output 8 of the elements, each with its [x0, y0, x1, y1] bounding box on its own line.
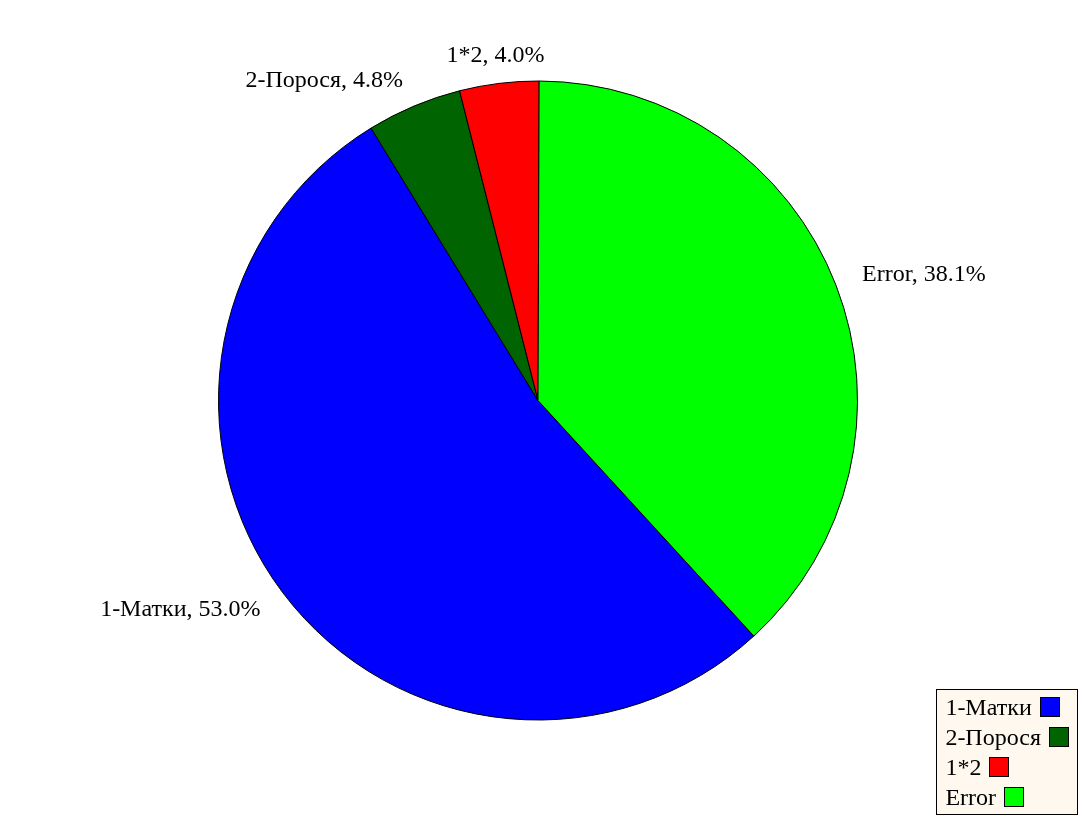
legend-label: Error [945, 783, 997, 812]
data-label: 1*2, 4.0% [446, 40, 545, 67]
legend-label: 1*2 [945, 753, 982, 782]
data-label: Error, 38.1% [862, 260, 986, 287]
data-label: 1-Матки, 53.0% [100, 594, 261, 621]
legend-label: 2-Порося [945, 723, 1041, 752]
data-label: 2-Порося, 4.8% [245, 65, 403, 92]
legend-label: 1-Матки [945, 693, 1032, 722]
